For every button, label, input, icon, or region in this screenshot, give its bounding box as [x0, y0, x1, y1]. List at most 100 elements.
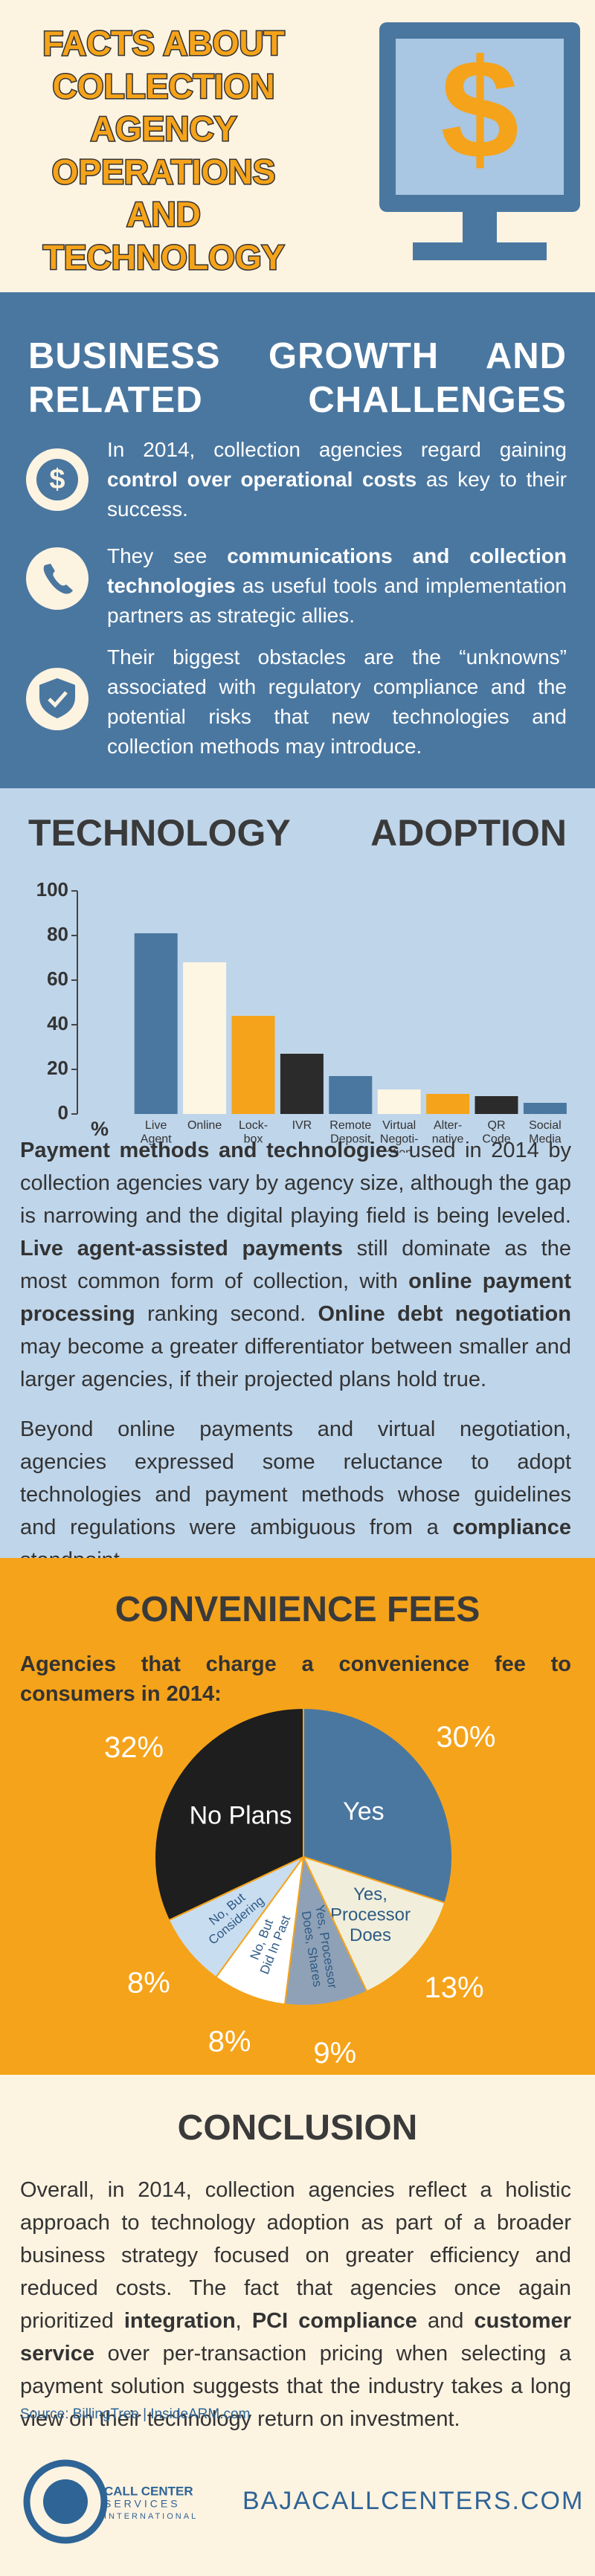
text-run: Overall, in 2014, collection agencies re… [20, 2178, 571, 2333]
logo-text: SERVICES [104, 2498, 181, 2510]
monitor-screen [396, 39, 564, 195]
monitor-base [413, 242, 547, 260]
section-title: BUSINESS GROWTH AND RELATED CHALLENGES [28, 336, 567, 420]
text-run: used in 2014 by collection agencies vary… [20, 1139, 571, 1228]
value-label: 30% [436, 1721, 495, 1754]
technology-section [0, 788, 595, 1558]
bar [231, 1016, 275, 1114]
y-tick-label: 80 [47, 923, 68, 945]
y-tick-label: 20 [47, 1057, 68, 1079]
text-run: Payment methods and technologies [20, 1139, 399, 1162]
coin [36, 459, 78, 500]
x-tick-label: Online [187, 1119, 222, 1132]
x-axis-label: % [91, 1118, 109, 1140]
text-run: integration [123, 2309, 236, 2333]
shield-icon [39, 678, 75, 718]
challenge-text: They see communications and collection t… [107, 541, 567, 631]
logo-text: INTERNATIONAL [104, 2512, 198, 2521]
text-run: over per-transaction pricing when select… [20, 2342, 571, 2431]
y-tick-label: 0 [58, 1101, 68, 1124]
bar [475, 1096, 518, 1114]
pie-slice [283, 1854, 368, 2006]
x-tick-label: IVR [292, 1119, 312, 1132]
slice-label: No Plans [190, 1801, 292, 1829]
dollar-icon: $ [49, 464, 65, 495]
value-label: 32% [104, 1731, 164, 1764]
challenge-text: Their biggest obstacles are the “unknown… [107, 643, 567, 761]
bar [329, 1076, 373, 1114]
text-run: as useful tools and implementation partn… [107, 574, 567, 627]
pie-slice [154, 1707, 304, 1922]
main-title: FACTS ABOUT COLLECTION AGENCY OPERATIONS… [42, 23, 286, 278]
icon-circle [26, 547, 89, 610]
text-run: Live agent-assisted payments [20, 1237, 343, 1260]
monitor-neck [463, 212, 497, 245]
slice-label: Yes [343, 1797, 384, 1826]
x-tick-label: Social Media [529, 1119, 562, 1145]
y-tick-label: 100 [36, 878, 68, 901]
bar [523, 1103, 567, 1114]
section-title: CONVENIENCE FEES [115, 1590, 480, 1629]
y-tick-label: 40 [47, 1012, 68, 1034]
phone-icon [43, 564, 73, 594]
pie-slice [302, 1855, 446, 1993]
footer: CALL CENTER SERVICES INTERNATIONAL BAJAC… [23, 2459, 584, 2544]
text-run: Beyond online payments and virtual negot… [20, 1417, 571, 1539]
x-tick-label: Live Agent [141, 1119, 172, 1145]
text-run: compliance [452, 1516, 571, 1539]
text-run: as key to their success. [107, 468, 567, 521]
text-run: Their biggest obstacles are the “unknown… [107, 645, 567, 758]
value-label: 13% [424, 1971, 483, 2004]
logo-core [43, 2479, 88, 2524]
x-tick-label: Remote Deposit [329, 1119, 371, 1145]
value-label: 8% [127, 1967, 170, 2000]
body-text: Overall, in 2014, collection agencies re… [20, 2174, 571, 2435]
text-run: In 2014, collection agencies regard gain… [107, 438, 567, 461]
website: BAJACALLCENTERS.COM [242, 2487, 584, 2515]
text-run: and [416, 2309, 475, 2333]
text-run: customer service [20, 2309, 571, 2366]
bar [426, 1094, 470, 1114]
bar [183, 962, 227, 1114]
text-run: still dominate as the most common form o… [20, 1237, 571, 1293]
body-text: Payment methods and technologies used in… [20, 1134, 571, 1396]
pie-slice [303, 1707, 453, 1904]
y-tick-label: 60 [47, 967, 68, 990]
bar [134, 933, 178, 1114]
text-run: communications and collection technologi… [107, 544, 567, 597]
challenge-icons: $ [26, 448, 89, 730]
bar [377, 1089, 421, 1114]
monitor-icon: $ [379, 22, 580, 260]
section-title: TECHNOLOGY ADOPTION [28, 812, 567, 854]
source: Source: BillingTree | InsideARM.com [20, 2406, 251, 2422]
slice-label: Yes, Processor Does [330, 1884, 411, 1945]
text-run: control over operational costs [107, 468, 417, 491]
text-run: They see [107, 544, 228, 567]
section-title: CONCLUSION [177, 2108, 418, 2148]
chart-subtitle: Agencies that charge a convenience fee t… [20, 1652, 571, 1706]
text-run: may become a greater differentiator betw… [20, 1335, 571, 1391]
bar [280, 1054, 324, 1114]
text-run: , [235, 2309, 252, 2333]
body-text: Beyond online payments and virtual negot… [20, 1413, 571, 1577]
challenge-text: In 2014, collection agencies regard gain… [107, 435, 567, 524]
text-run: ranking second. [135, 1302, 318, 1326]
dollar-sign: $ [440, 30, 519, 188]
logo-text: CALL CENTER [104, 2484, 193, 2498]
challenges-section [0, 292, 595, 788]
text-run: PCI compliance [251, 2309, 417, 2333]
bar-chart: 0 20 40 60 80 100% Live Agent Online Lock-box IVR R… [36, 878, 567, 1153]
check-icon [48, 691, 68, 708]
pie-slice [167, 1856, 304, 1979]
logo-ring [23, 2459, 108, 2544]
x-tick-label: Lock-box [239, 1119, 268, 1145]
x-tick-label: QR Code [482, 1119, 510, 1145]
pie-slice [215, 1856, 304, 2006]
value-label: 9% [313, 2037, 356, 2070]
x-tick-label: Alter-native [432, 1119, 464, 1145]
text-run: Online debt negotiation [318, 1302, 571, 1326]
text-run: online payment processing [20, 1269, 571, 1326]
